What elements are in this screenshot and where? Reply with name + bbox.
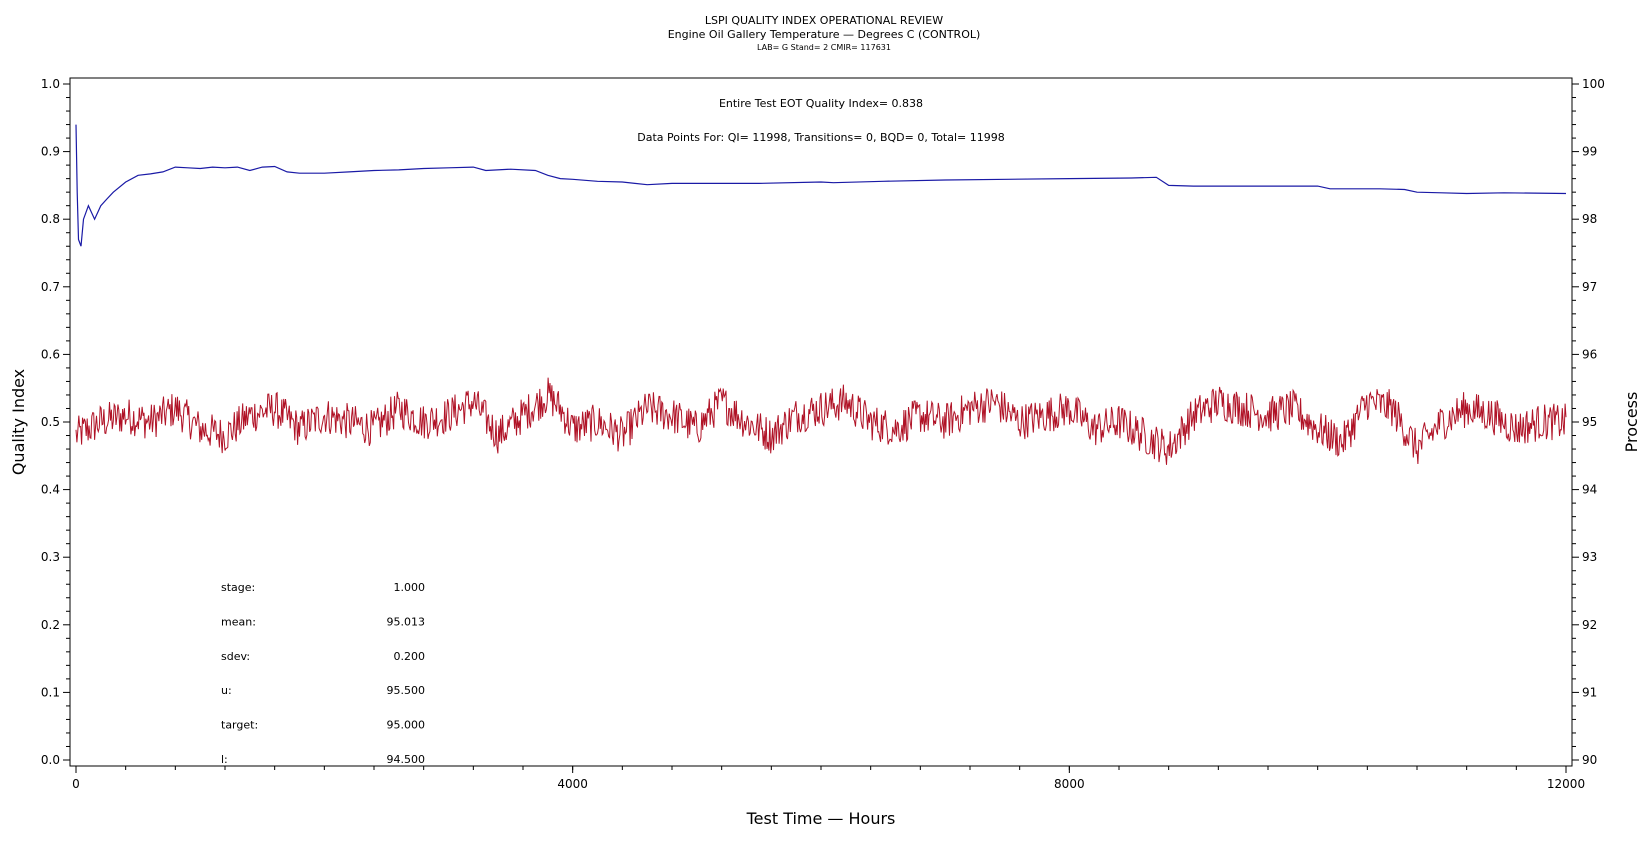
stat-value: 95.013 [387,615,426,628]
y-left-tick-label: 0.8 [41,212,60,226]
y-right-tick-label: 92 [1582,618,1597,632]
x-tick-label: 12000 [1547,777,1585,791]
y-axis-label-right: Process [1622,392,1641,453]
stat-label: sdev: [221,650,250,663]
stat-label: u: [221,684,232,697]
y-right-tick-label: 93 [1582,550,1597,564]
stat-value: 94.500 [387,753,426,766]
y-left-tick-label: 0.0 [41,753,60,767]
y-axis-label-left: Quality Index [9,369,28,475]
stat-label: mean: [221,615,256,628]
stat-value: 95.500 [387,684,426,697]
annotation-data-points: Data Points For: QI= 11998, Transitions=… [637,131,1005,144]
chart-subtitle: Engine Oil Gallery Temperature — Degrees… [668,28,981,41]
series-layer [75,124,1567,465]
y-left-tick-label: 0.3 [41,550,60,564]
y-right-tick-label: 96 [1582,347,1597,361]
stat-value: 1.000 [394,581,426,594]
y-left-tick-label: 0.9 [41,145,60,159]
x-tick-label: 4000 [557,777,588,791]
x-tick-label: 8000 [1054,777,1085,791]
y-right-tick-label: 98 [1582,212,1597,226]
y-left-tick-label: 0.6 [41,347,60,361]
stat-label: stage: [221,581,255,594]
stat-label: target: [221,719,258,732]
y-right-tick-label: 95 [1582,415,1597,429]
series-quality-index-line [75,124,1567,247]
x-axis-label: Test Time — Hours [746,809,896,828]
chart-title: LSPI QUALITY INDEX OPERATIONAL REVIEW [705,14,943,27]
y-left-tick-label: 0.1 [41,685,60,699]
y-left-tick-label: 1.0 [41,77,60,91]
y-right-tick-label: 91 [1582,685,1597,699]
y-right-tick-label: 97 [1582,280,1597,294]
stat-value: 95.000 [387,719,426,732]
x-tick-label: 0 [72,777,80,791]
y-right-tick-label: 94 [1582,483,1597,497]
y-left-tick-label: 0.5 [41,415,60,429]
y-right-tick-label: 100 [1582,77,1605,91]
stats-block: stage: 1.000 mean: 95.013 sdev: 0.200 u: 95.500… [221,581,425,766]
y-right-tick-label: 90 [1582,753,1597,767]
y-left-tick-label: 0.2 [41,618,60,632]
annotation-quality-index: Entire Test EOT Quality Index= 0.838 [719,97,923,110]
axis-ticks [63,83,1579,773]
chart-subtitle-lab: LAB= G Stand= 2 CMIR= 117631 [757,43,891,52]
stat-label: l: [221,753,228,766]
axis-tick-labels: 0.0 0.1 0.2 0.3 0.4 0.5 0.6 0.7 0.8 0.9 1.0 90 91 92 9… [41,77,1605,791]
y-right-tick-label: 99 [1582,145,1597,159]
y-left-tick-label: 0.4 [41,483,60,497]
series-process-line [75,377,1567,465]
y-left-tick-label: 0.7 [41,280,60,294]
stat-value: 0.200 [394,650,426,663]
